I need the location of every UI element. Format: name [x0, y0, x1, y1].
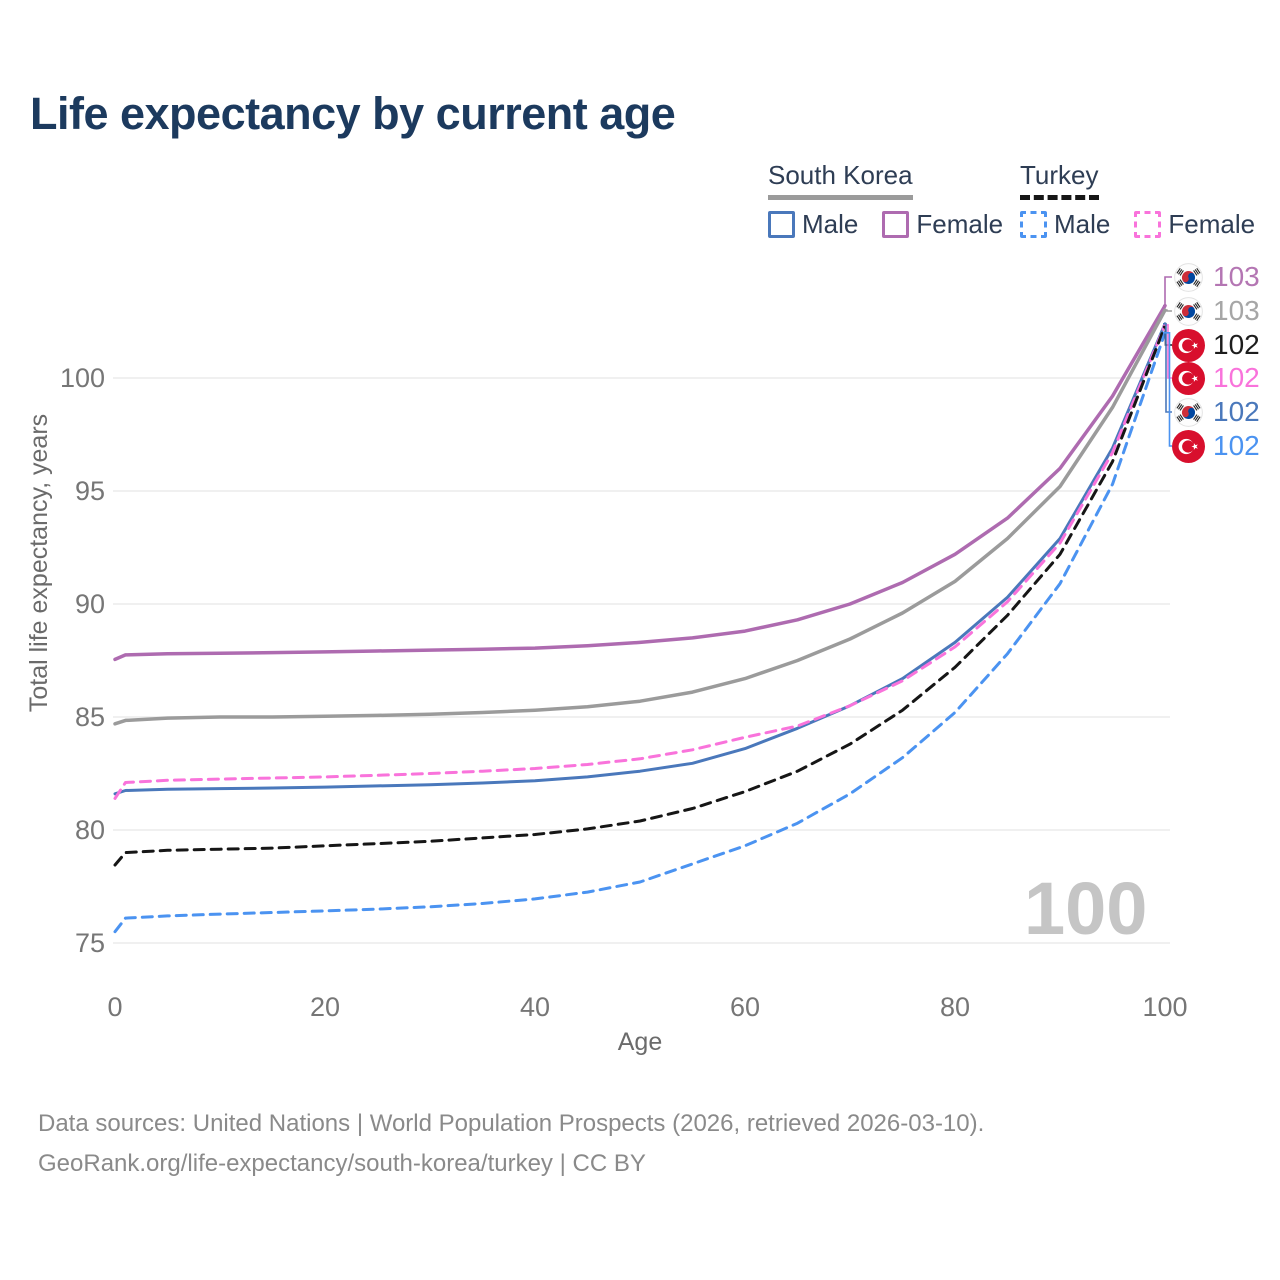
legend-title-turkey: Turkey	[1020, 160, 1099, 200]
end-value: 102	[1213, 329, 1260, 360]
y-tick-label: 85	[75, 702, 105, 732]
end-value: 102	[1213, 362, 1260, 393]
legend-group-turkey: Turkey Male Female	[1020, 160, 1255, 240]
series-line-turkey-both-sexes-	[113, 324, 1167, 867]
south-korea-flag-icon	[1172, 296, 1205, 326]
end-label-south-korea-male: 102	[1172, 395, 1260, 429]
legend-item-turkey-female[interactable]: Female	[1134, 209, 1255, 240]
south-korea-female-swatch-icon	[882, 211, 910, 238]
x-tick-label: 80	[940, 992, 970, 1022]
y-tick-label: 80	[75, 815, 105, 845]
turkey-male-swatch-icon	[1020, 211, 1047, 238]
end-value: 103	[1213, 295, 1260, 326]
end-label-turkey-male: 102	[1172, 429, 1260, 463]
x-tick-label: 0	[107, 992, 122, 1022]
legend-label: Female	[916, 209, 1004, 239]
data-sources-line: Data sources: United Nations | World Pop…	[38, 1110, 985, 1137]
x-axis-title: Age	[618, 1028, 662, 1056]
end-label-turkey-total: 102	[1172, 328, 1260, 362]
y-tick-label: 95	[75, 476, 105, 506]
attribution-link[interactable]: GeoRank.org/life-expectancy/south-korea/…	[38, 1150, 646, 1178]
south-korea-male-swatch-icon	[768, 211, 795, 238]
legend-group-south-korea: South Korea Male Female	[768, 160, 1003, 240]
turkey-flag-icon	[1172, 429, 1205, 463]
end-label-turkey-female: 102	[1172, 361, 1260, 395]
legend-title-south-korea: South Korea	[768, 160, 913, 200]
end-label-south-korea-total: 103	[1172, 294, 1260, 328]
end-value: 103	[1213, 261, 1260, 292]
turkey-female-swatch-icon	[1134, 211, 1162, 238]
x-tick-label: 40	[520, 992, 550, 1022]
y-tick-label: 75	[75, 928, 105, 958]
end-value: 102	[1213, 430, 1260, 461]
turkey-flag-icon	[1172, 328, 1205, 362]
x-tick-label: 60	[730, 992, 760, 1022]
y-tick-label: 100	[60, 363, 105, 393]
series-line-south-korea-male	[113, 322, 1167, 796]
y-axis-title: Total life expectancy, years	[25, 414, 53, 712]
legend-items-turkey: Male Female	[1020, 209, 1255, 240]
series-line-south-korea-female	[113, 303, 1167, 662]
series-line-turkey-female	[113, 323, 1167, 800]
south-korea-flag-icon	[1172, 262, 1205, 292]
end-value: 102	[1213, 396, 1260, 427]
legend-item-turkey-male[interactable]: Male	[1020, 209, 1110, 240]
south-korea-flag-icon	[1172, 397, 1205, 427]
x-tick-label: 100	[1142, 992, 1187, 1022]
y-tick-label: 90	[75, 589, 105, 619]
turkey-flag-icon	[1172, 361, 1205, 395]
label-leader-line	[1163, 332, 1172, 447]
data-sources-footer: Data sources: United Nations | World Pop…	[38, 1104, 984, 1185]
end-label-south-korea-female: 103	[1172, 260, 1260, 294]
legend-label: Male	[1054, 209, 1111, 239]
legend-label: Male	[802, 209, 859, 239]
page-title: Life expectancy by current age	[30, 88, 676, 139]
age-counter-watermark: 100	[1024, 867, 1148, 950]
legend-item-south-korea-female[interactable]: Female	[882, 209, 1003, 240]
series-line-south-korea-both-sexes-	[113, 308, 1167, 726]
series-line-turkey-male	[113, 331, 1167, 934]
label-leader-line	[1163, 276, 1172, 307]
legend-label: Female	[1168, 209, 1256, 239]
legend-item-south-korea-male[interactable]: Male	[768, 209, 858, 240]
x-tick-label: 20	[310, 992, 340, 1022]
legend-items-south-korea: Male Female	[768, 209, 1003, 240]
label-leader-line	[1163, 309, 1172, 312]
